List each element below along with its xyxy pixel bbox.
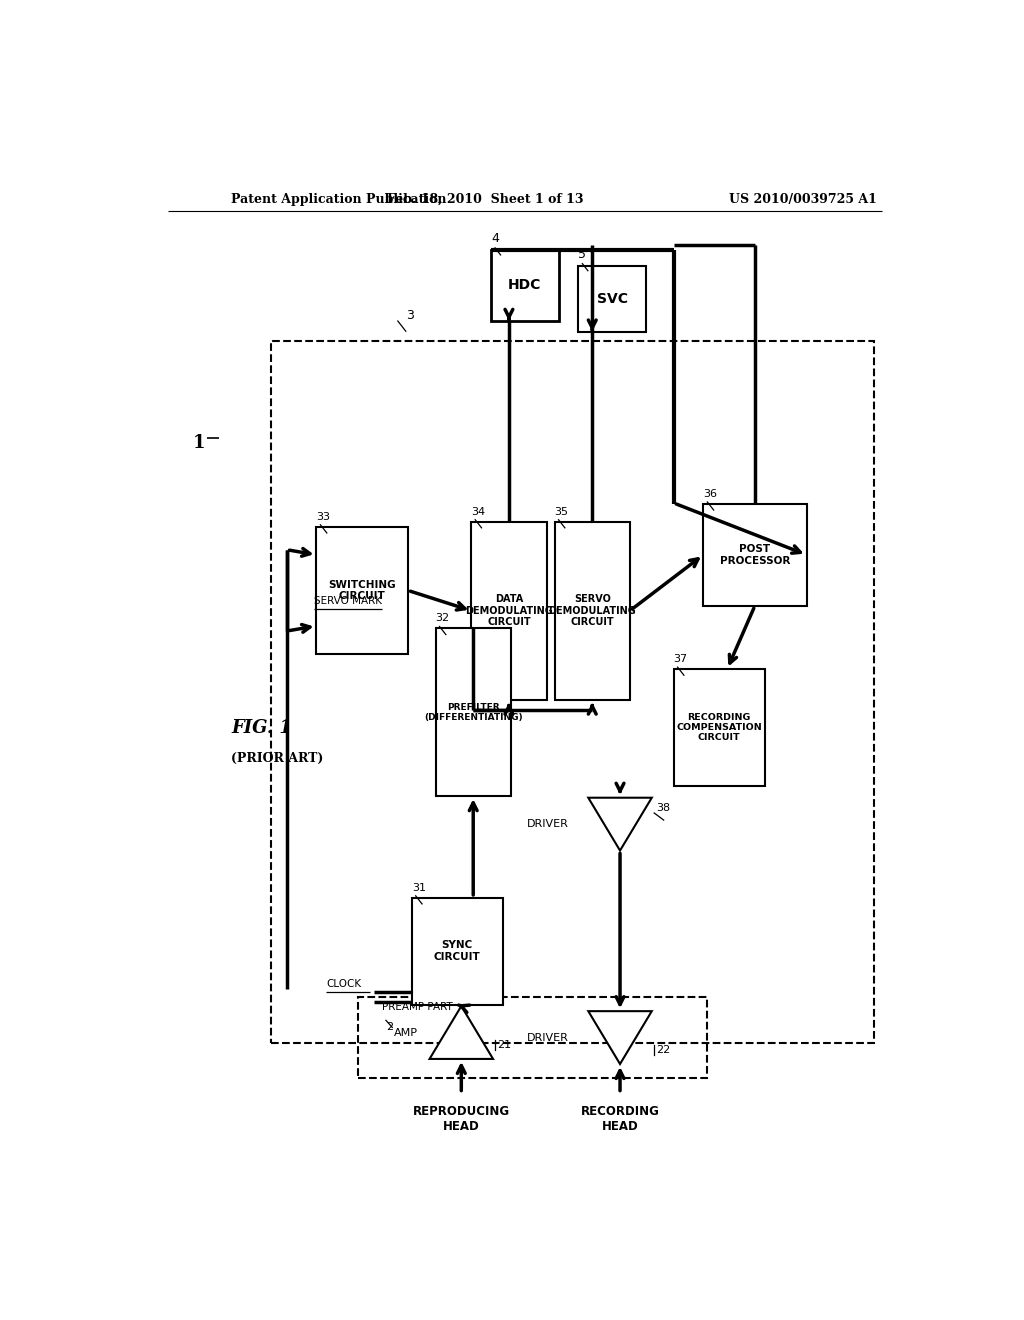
Bar <box>579 265 646 331</box>
Text: 4: 4 <box>492 232 499 244</box>
Text: SERVO MARK: SERVO MARK <box>314 595 383 606</box>
Text: DATA
DEMODULATING
CIRCUIT: DATA DEMODULATING CIRCUIT <box>465 594 553 627</box>
Text: 22: 22 <box>655 1045 670 1055</box>
Text: 37: 37 <box>674 653 688 664</box>
Bar <box>435 628 511 796</box>
Text: FIG. 1: FIG. 1 <box>231 718 292 737</box>
Text: SERVO
DEMODULATING
CIRCUIT: SERVO DEMODULATING CIRCUIT <box>549 594 636 627</box>
Bar <box>492 249 558 321</box>
Polygon shape <box>588 1011 652 1064</box>
Text: 36: 36 <box>703 488 718 499</box>
Text: 38: 38 <box>655 803 670 813</box>
Text: 35: 35 <box>555 507 568 516</box>
Bar <box>471 521 547 700</box>
Text: CLOCK: CLOCK <box>327 978 361 989</box>
Bar <box>412 898 503 1005</box>
Bar <box>358 997 708 1078</box>
Text: RECORDING
HEAD: RECORDING HEAD <box>581 1105 659 1133</box>
Text: HDC: HDC <box>508 279 542 293</box>
Text: SVC: SVC <box>597 292 628 306</box>
Bar <box>674 669 765 785</box>
Text: PREAMP PART: PREAMP PART <box>382 1002 453 1012</box>
Text: Feb. 18, 2010  Sheet 1 of 13: Feb. 18, 2010 Sheet 1 of 13 <box>387 193 584 206</box>
Text: REPRODUCING
HEAD: REPRODUCING HEAD <box>413 1105 510 1133</box>
Bar <box>316 527 408 653</box>
Text: AMP: AMP <box>393 1027 418 1038</box>
Text: Patent Application Publication: Patent Application Publication <box>231 193 446 206</box>
Polygon shape <box>588 797 652 850</box>
Text: RECORDING
COMPENSATION
CIRCUIT: RECORDING COMPENSATION CIRCUIT <box>677 713 762 742</box>
Bar <box>555 521 630 700</box>
Text: 31: 31 <box>412 883 426 892</box>
Text: DRIVER: DRIVER <box>526 820 568 829</box>
Text: POST
PROCESSOR: POST PROCESSOR <box>720 544 791 565</box>
Text: SWITCHING
CIRCUIT: SWITCHING CIRCUIT <box>329 579 396 601</box>
Text: 21: 21 <box>497 1040 511 1049</box>
Text: 34: 34 <box>471 507 485 516</box>
Bar <box>270 342 874 1043</box>
Text: 32: 32 <box>435 614 450 623</box>
Polygon shape <box>430 1006 494 1059</box>
Text: 5: 5 <box>579 248 587 260</box>
Text: (PRIOR ART): (PRIOR ART) <box>231 751 324 764</box>
Bar <box>703 504 807 606</box>
Text: 2: 2 <box>386 1023 393 1032</box>
Text: DRIVER: DRIVER <box>526 1032 568 1043</box>
Text: 33: 33 <box>316 512 331 521</box>
Text: SYNC
CIRCUIT: SYNC CIRCUIT <box>434 940 480 962</box>
Text: US 2010/0039725 A1: US 2010/0039725 A1 <box>729 193 877 206</box>
Text: 1: 1 <box>194 434 206 451</box>
Text: PREFILTER
(DIFFERENTIATING): PREFILTER (DIFFERENTIATING) <box>424 702 522 722</box>
Text: 3: 3 <box>406 309 414 322</box>
